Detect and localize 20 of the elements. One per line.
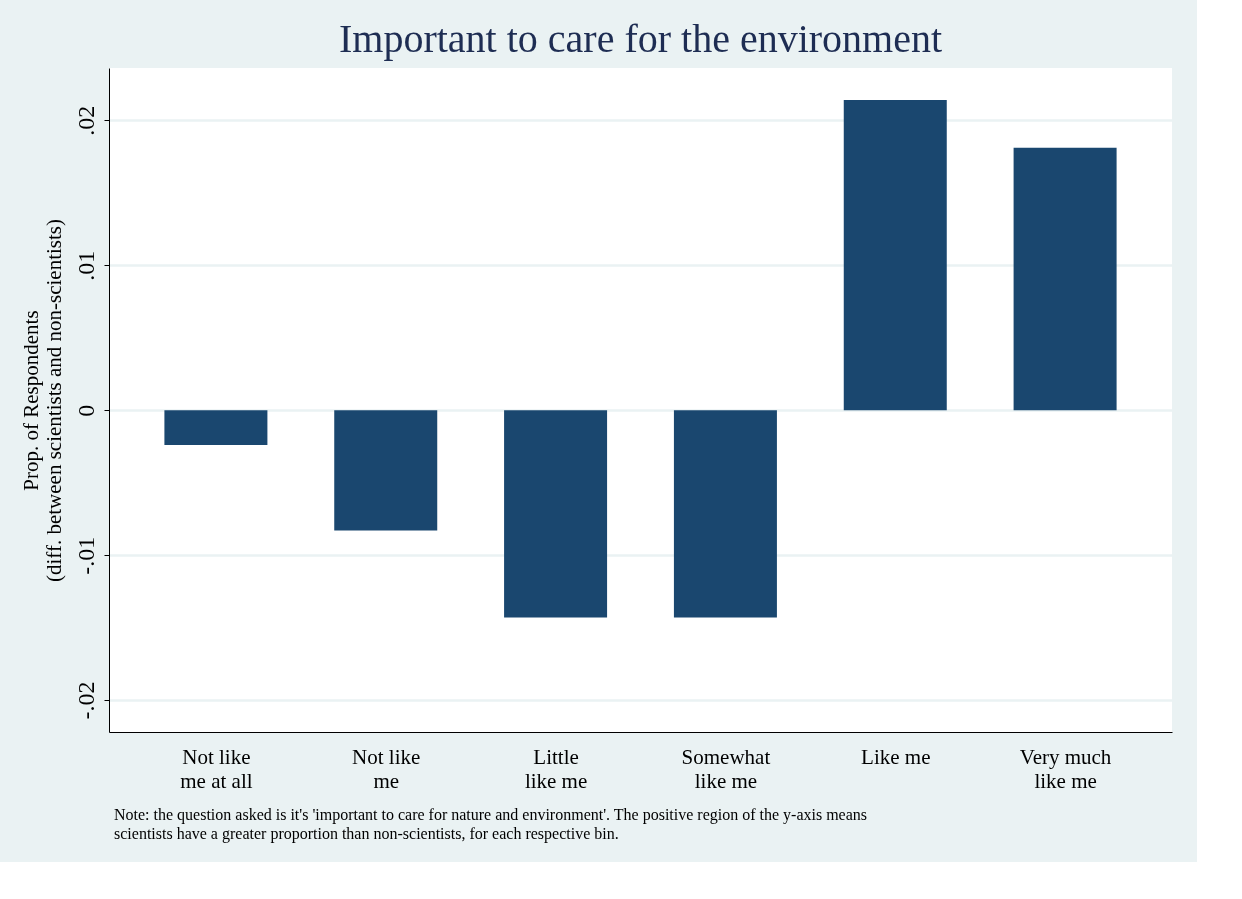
text: Note: the question asked is it's 'important to care for nature and environment'. The positive region of the y-axis means scientists have a greater proportion than non-scientists, for each respective bin. xyxy=(114,806,868,843)
y-tick-label: 0 xyxy=(72,404,99,417)
x-tick-label: Like me xyxy=(861,744,931,769)
x-tick-label: Not like me xyxy=(352,744,421,793)
y-tick-label: .02 xyxy=(72,105,99,136)
y-axis-title: Prop. of Respondents (diff. between scientists and non-scientists) xyxy=(18,219,66,582)
y-tick-label: -.01 xyxy=(72,536,99,575)
bar xyxy=(164,410,268,445)
x-tick-label: Not like me at all xyxy=(180,744,253,793)
x-tick-label: Somewhat like me xyxy=(681,744,771,793)
bar xyxy=(673,410,777,618)
x-tick-label: Little like me xyxy=(524,744,588,793)
y-tick-label: .01 xyxy=(72,250,99,281)
bar xyxy=(1013,147,1117,411)
bar xyxy=(504,410,608,618)
chart-title: Important to care for the environment xyxy=(338,16,943,61)
bar xyxy=(334,410,438,531)
bar xyxy=(843,99,947,411)
x-tick-label: Very much like me xyxy=(1019,744,1112,793)
y-tick-label: -.02 xyxy=(72,681,99,720)
